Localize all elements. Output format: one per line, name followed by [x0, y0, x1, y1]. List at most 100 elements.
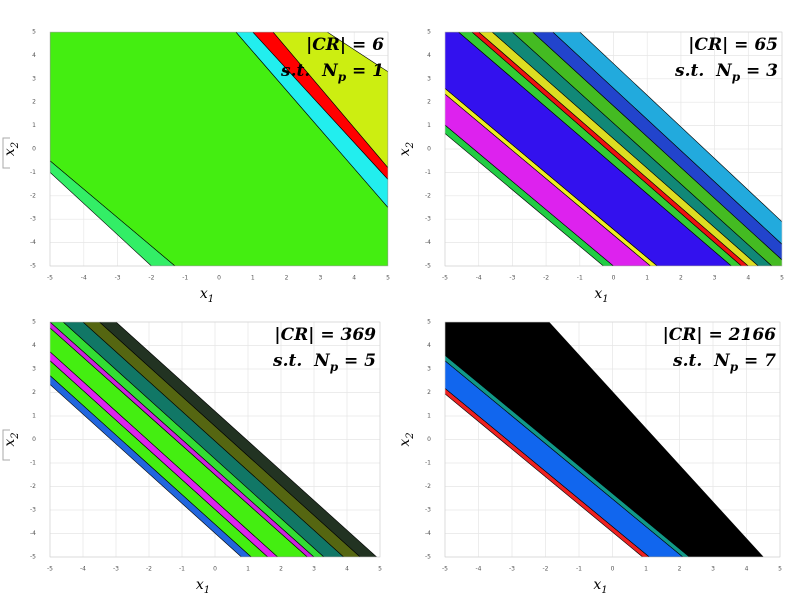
- y-tick-label: 5: [427, 319, 431, 326]
- y-tick-label: 5: [427, 29, 431, 36]
- y-axis-label: x2: [2, 432, 21, 446]
- critical-region: [552, 32, 782, 245]
- x-tick-label: 3: [711, 566, 715, 573]
- x-tick-label: 5: [780, 275, 784, 282]
- y-tick-label: 1: [32, 413, 36, 420]
- x-tick-label: 2: [279, 566, 283, 573]
- x-tick-label: 2: [679, 275, 683, 282]
- x-tick-label: -4: [476, 566, 482, 573]
- y-tick-label: -4: [30, 239, 36, 246]
- panel: -5 -4 -3 -2 -1 0 1 2 3 4 5-5-4-3-2-1012345x1x2|CR|…: [397, 319, 782, 595]
- x-tick-label: 5: [778, 566, 782, 573]
- constraint-rest: = 3: [740, 61, 778, 81]
- constraint-sub: p: [338, 70, 347, 84]
- constraint-text: s.t. N: [674, 61, 733, 81]
- y-axis-label-sub: 2: [10, 142, 21, 149]
- annotation-cr: |CR| = 2166: [663, 325, 777, 345]
- x-tick-label: -3: [115, 275, 121, 282]
- critical-region: [62, 322, 345, 557]
- x-tick-label: -1: [182, 275, 188, 282]
- x-tick-label: -2: [146, 566, 152, 573]
- y-tick-label: -5: [30, 554, 36, 561]
- x-axis-label-base: x: [196, 577, 204, 593]
- x-tick-label: 3: [713, 275, 717, 282]
- x-tick-label: 1: [645, 275, 649, 282]
- x-tick-label: -1: [577, 275, 583, 282]
- y-tick-label: 2: [427, 99, 431, 106]
- critical-region: [511, 32, 782, 266]
- critical-region: [235, 32, 388, 208]
- x-tick-label: 1: [251, 275, 255, 282]
- x-axis-label-sub: 1: [601, 585, 607, 595]
- x-axis-label-sub: 1: [208, 294, 214, 305]
- x-axis-label: x1: [200, 286, 214, 305]
- x-axis-label: x1: [594, 286, 608, 305]
- x-tick-label: 4: [352, 275, 356, 282]
- x-tick-label: 4: [746, 275, 750, 282]
- constraint-sub: p: [330, 360, 339, 374]
- critical-region: [50, 322, 325, 557]
- x-tick-label: 4: [745, 566, 749, 573]
- y-tick-label: -2: [425, 192, 431, 199]
- critical-region: [445, 32, 732, 266]
- constraint-rest: = 5: [338, 351, 376, 371]
- critical-region: [478, 32, 759, 266]
- constraint-sub: p: [730, 360, 739, 374]
- y-tick-label: 0: [427, 436, 431, 443]
- x-tick-label: 1: [644, 566, 648, 573]
- plot-frame: [49, 31, 389, 267]
- x-tick-label: -3: [509, 275, 515, 282]
- x-tick-label: -5: [442, 566, 448, 573]
- x-tick-label: -5: [47, 566, 53, 573]
- x-tick-label: 0: [612, 275, 616, 282]
- annotation-constraint: s.t. Np = 5: [272, 351, 376, 374]
- y-tick-label: -3: [30, 216, 36, 223]
- y-axis-label: x2: [2, 142, 21, 156]
- y-tick-label: -1: [30, 169, 36, 176]
- x-tick-label: 2: [678, 566, 682, 573]
- y-tick-label: 4: [32, 342, 36, 349]
- constraint-text: s.t. N: [672, 351, 731, 371]
- y-axis-label-sub: 2: [405, 432, 416, 439]
- x-axis-label-base: x: [200, 286, 208, 302]
- annotation-cr: |CR| = 369: [274, 325, 376, 345]
- plot-frame: [444, 321, 781, 558]
- constraint-rest: = 1: [346, 61, 384, 81]
- y-axis-label-base: x: [2, 148, 18, 156]
- x-tick-label: 0: [611, 566, 615, 573]
- x-tick-label: -5: [47, 275, 53, 282]
- y-axis-label-base: x: [397, 148, 413, 156]
- x-tick-label: 2: [285, 275, 289, 282]
- y-tick-label: 2: [427, 389, 431, 396]
- annotation-constraint: s.t. Np = 1: [280, 61, 384, 84]
- y-tick-label: 2: [32, 389, 36, 396]
- plot-frame: [49, 321, 381, 558]
- critical-region: [458, 32, 743, 266]
- annotation-constraint: s.t. Np = 3: [674, 61, 778, 84]
- x-tick-label: -1: [179, 566, 185, 573]
- constraint-rest: = 7: [738, 351, 776, 371]
- y-tick-label: 4: [427, 52, 431, 59]
- y-axis-label: x2: [397, 142, 416, 156]
- constraint-text: s.t. N: [280, 61, 339, 81]
- y-tick-label: 3: [427, 75, 431, 82]
- y-tick-label: -5: [425, 554, 431, 561]
- critical-region: [532, 32, 782, 261]
- panel: -5 -4 -3 -2 -1 0 1 2 3 4 5-5-4-3-2-1012345x1x2|CR|…: [2, 319, 382, 595]
- x-tick-label: 5: [386, 275, 390, 282]
- y-tick-label: 4: [427, 342, 431, 349]
- regions: [50, 32, 388, 266]
- y-tick-label: 0: [32, 146, 36, 153]
- y-tick-label: 1: [32, 122, 36, 129]
- y-tick-label: -2: [30, 192, 36, 199]
- x-tick-label: -4: [80, 566, 86, 573]
- y-tick-label: -3: [425, 216, 431, 223]
- constraint-sub: p: [732, 70, 741, 84]
- regions: [445, 32, 782, 266]
- regions: [50, 322, 378, 557]
- y-tick-label: 3: [32, 366, 36, 373]
- x-tick-label: -5: [442, 275, 448, 282]
- x-tick-label: 1: [246, 566, 250, 573]
- critical-region: [272, 32, 388, 169]
- x-tick-label: -2: [543, 566, 549, 573]
